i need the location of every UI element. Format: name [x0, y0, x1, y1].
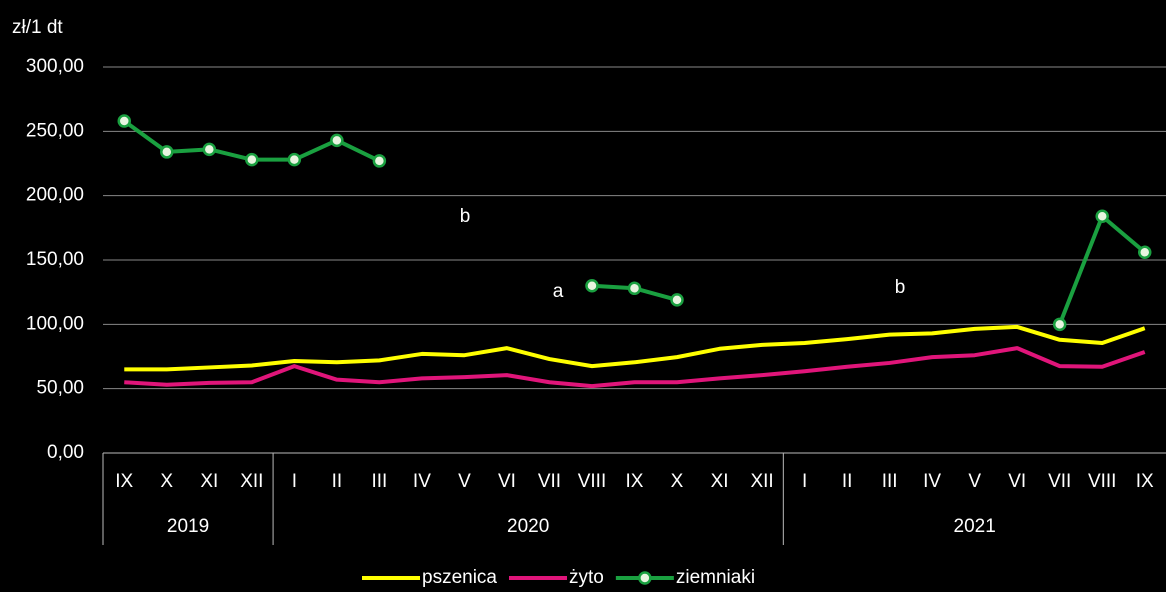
x-tick-label: X — [160, 471, 173, 492]
point — [202, 142, 217, 157]
x-tick-label: VI — [498, 471, 516, 492]
x-tick-label: I — [802, 471, 807, 492]
x-tick-label: VII — [538, 471, 561, 492]
series-line — [1057, 214, 1147, 326]
point — [1052, 317, 1067, 332]
y-tick-label: 300,00 — [26, 56, 84, 77]
x-tick-label: XI — [200, 471, 218, 492]
y-tick-label: 0,00 — [47, 442, 84, 463]
annotation: a — [553, 281, 564, 302]
x-tick-label: VII — [1048, 471, 1071, 492]
x-tick-label: VI — [1008, 471, 1026, 492]
y-axis-label: zł/1 dt — [12, 17, 63, 38]
point — [627, 281, 642, 296]
point — [160, 145, 174, 159]
x-tick-label: III — [882, 471, 898, 492]
point — [287, 152, 302, 167]
y-tick-label: 100,00 — [26, 313, 84, 334]
point — [372, 154, 387, 168]
legend-marker — [638, 571, 652, 585]
x-tick-label: VIII — [1088, 471, 1117, 492]
x-tick-label: I — [292, 471, 297, 492]
point — [670, 293, 684, 307]
series-line — [124, 324, 1146, 372]
point — [245, 152, 259, 167]
annotation: b — [460, 206, 471, 227]
annotation: b — [895, 277, 906, 298]
x-tick-label: V — [458, 471, 471, 492]
y-tick-label: 250,00 — [26, 120, 84, 141]
x-group-label: 2020 — [507, 516, 549, 537]
x-tick-label: IV — [923, 471, 941, 492]
x-tick-label: XII — [240, 471, 263, 492]
x-tick-label: III — [371, 471, 387, 492]
y-tick-label: 200,00 — [26, 185, 84, 206]
x-tick-label: II — [332, 471, 343, 492]
x-group-label: 2021 — [954, 516, 996, 537]
series-line — [124, 346, 1146, 389]
x-tick-label: V — [968, 471, 981, 492]
x-tick-label: IX — [1136, 471, 1154, 492]
point — [330, 133, 344, 148]
point — [585, 278, 599, 293]
x-tick-label: X — [671, 471, 684, 492]
legend-label: pszenica — [422, 567, 497, 588]
point — [1137, 245, 1152, 260]
x-tick-label: XI — [711, 471, 729, 492]
y-tick-label: 50,00 — [36, 378, 84, 399]
y-tick-label: 150,00 — [26, 249, 84, 270]
x-tick-label: II — [842, 471, 853, 492]
x-group-label: 2019 — [167, 516, 209, 537]
legend-label: żyto — [569, 567, 604, 588]
legend-label: ziemniaki — [676, 567, 755, 588]
point — [117, 114, 132, 128]
x-tick-label: IV — [413, 471, 431, 492]
x-tick-label: IX — [115, 471, 133, 492]
x-tick-label: XII — [750, 471, 773, 492]
x-tick-label: IX — [626, 471, 644, 492]
x-tick-label: VIII — [578, 471, 607, 492]
point — [1095, 209, 1109, 224]
